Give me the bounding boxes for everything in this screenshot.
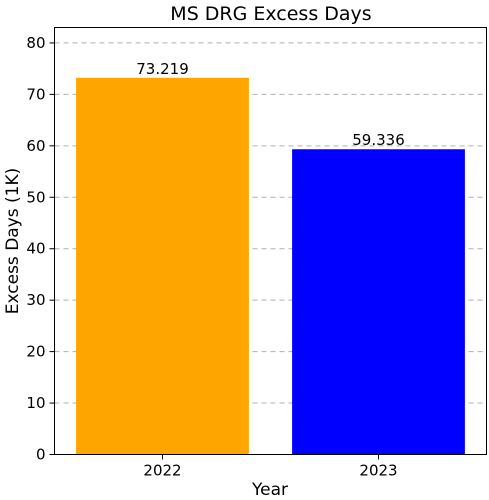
bars-layer bbox=[76, 77, 465, 455]
bar-2023 bbox=[292, 149, 465, 455]
y-tick-label: 70 bbox=[26, 85, 45, 103]
data-label-2023: 59.336 bbox=[352, 131, 405, 149]
y-tick-label: 30 bbox=[26, 291, 45, 309]
x-tick-label-2022: 2022 bbox=[143, 462, 181, 480]
chart-title: MS DRG Excess Days bbox=[170, 3, 371, 25]
x-tick-label-2023: 2023 bbox=[359, 462, 397, 480]
data-labels-layer: 73.219 59.336 bbox=[136, 60, 405, 149]
data-label-2022: 73.219 bbox=[136, 60, 189, 78]
bar-2022 bbox=[76, 77, 249, 455]
y-ticks-layer: 0 10 20 30 40 50 60 70 80 bbox=[26, 34, 55, 464]
y-tick-label: 50 bbox=[26, 188, 45, 206]
y-tick-label: 80 bbox=[26, 34, 45, 52]
y-tick-label: 60 bbox=[26, 137, 45, 155]
y-tick-label: 10 bbox=[26, 394, 45, 412]
y-tick-label: 20 bbox=[26, 343, 45, 361]
x-axis-title: Year bbox=[251, 480, 288, 500]
plot-frame bbox=[54, 27, 487, 455]
y-tick-label: 0 bbox=[36, 446, 46, 464]
x-ticks-layer: 2022 2023 bbox=[143, 454, 398, 480]
y-tick-label: 40 bbox=[26, 240, 45, 258]
y-axis-title: Excess Days (1K) bbox=[3, 168, 23, 314]
